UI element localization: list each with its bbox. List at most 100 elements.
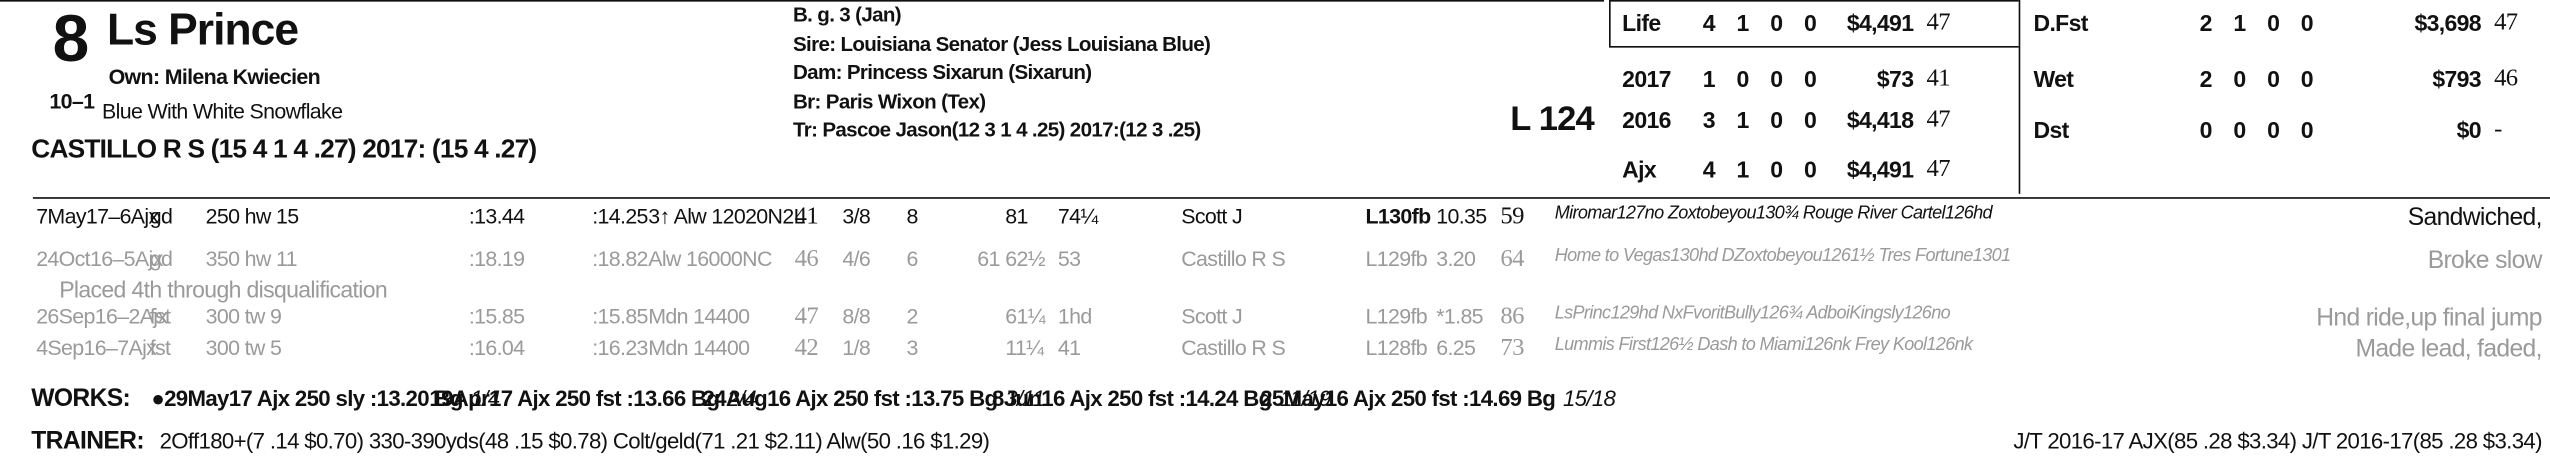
record-label: D.Fst [2033, 9, 2088, 37]
trainer-jockey-stats: J/T 2016-17 AJX(85 .28 $3.34) J/T 2016-1… [2013, 428, 2542, 454]
breeding-sex-age: B. g. 3 (Jan) [792, 3, 902, 27]
pp-call1: 61 [977, 246, 1000, 272]
trainer-stats: 2Off180+(7 .14 $0.70) 330-390yds(48 .15 … [159, 428, 990, 454]
record-earnings: $793 [2432, 65, 2481, 93]
pp-note: Placed 4th through disqualification [59, 276, 388, 303]
pp-top-finishers: Lummis First126½ Dash to Miami126nk Frey… [1554, 335, 1973, 355]
owner: Own: Milena Kwiecien [108, 64, 321, 89]
pp-top-finishers: Miromar127no Zoxtobeyou130¾ Rouge River … [1554, 203, 1993, 224]
pp-frac1: :16.04 [468, 335, 525, 360]
work-entry: 25May16 Ajx 250 fst :14.69 Bg [1260, 386, 1556, 411]
pp-frac1: :18.19 [468, 246, 525, 272]
work-rank: 1/4 [470, 386, 501, 411]
rule [0, 0, 1605, 2]
pp-odds: 3.20 [1436, 246, 1476, 272]
pp-call2: 81 [1005, 203, 1028, 229]
record-figure: 47 [1926, 9, 1951, 37]
work-entry: 8Jun16 Ajx 250 fst :14.24 Bg [992, 386, 1272, 411]
program-number: 8 [52, 3, 90, 76]
record-earnings: $4,418 [1846, 106, 1914, 134]
pp-med-weight: L128fb [1365, 335, 1428, 360]
pp-frac1: :15.85 [468, 303, 525, 329]
pp-figure: 73 [1500, 335, 1524, 362]
jockey: CASTILLO R S (15 4 1 4 .27) 2017: (15 4 … [31, 136, 537, 165]
record-earnings: $0 [2456, 116, 2482, 143]
pp-start: 6 [906, 246, 919, 272]
pp-med-weight: L129fb [1365, 246, 1428, 272]
pp-call2: 61¼ [1005, 303, 1045, 329]
pp-jockey: Castillo R S [1181, 335, 1286, 360]
record-count: 0 [1770, 106, 1783, 134]
work-entry: ●29May17 Ajx 250 sly :13.20 Bg [151, 386, 463, 411]
pp-distance: 300 tw 5 [205, 335, 282, 360]
pp-odds: *1.85 [1436, 303, 1483, 329]
odds: 10–1 [49, 88, 95, 114]
pp-speed: 42 [794, 335, 819, 362]
record-count: 0 [1736, 65, 1750, 93]
record-label: 2017 [1622, 65, 1671, 93]
breeding-dam: Dam: Princess Sixarun (Sixarun) [792, 60, 1092, 84]
silks: Blue With White Snowflake [102, 98, 343, 124]
work-rank: 2/4 [727, 386, 757, 411]
pp-track-condition: gd [149, 203, 173, 229]
record-count: 3 [1702, 106, 1716, 134]
weight: L 124 [1510, 100, 1594, 139]
record-label: Wet [2033, 65, 2074, 93]
pp-race: Mdn 14400 [648, 335, 750, 360]
pp-jockey: Scott J [1181, 203, 1243, 229]
works-label: WORKS: [31, 384, 131, 413]
rule [2018, 0, 2021, 194]
trainer-label: TRAINER: [31, 427, 144, 456]
record-figure: 41 [1926, 65, 1951, 93]
record-count: 0 [1770, 156, 1783, 183]
record-figure: 47 [2494, 9, 2518, 37]
pp-figure: 59 [1500, 203, 1524, 231]
record-count: 0 [2300, 116, 2314, 143]
record-count: 0 [1770, 65, 1783, 93]
pp-comment: Hnd ride,up final jump [2316, 303, 2542, 332]
pp-med-weight: L129fb [1365, 303, 1428, 329]
record-label: Ajx [1622, 156, 1657, 183]
breeding-sire: Sire: Louisiana Senator (Jess Louisiana … [792, 32, 1211, 56]
record-count: 0 [2233, 65, 2246, 93]
rule [1609, 0, 2019, 2]
pp-date: 24Oct16–5Ajx [36, 246, 163, 272]
work-rank: 11/19 [1279, 386, 1331, 411]
record-count: 1 [2233, 9, 2246, 37]
rule [1609, 46, 2019, 48]
work-rank: 15/18 [1562, 386, 1616, 411]
pp-finish: 53 [1057, 246, 1081, 272]
pp-frac1: :13.44 [468, 203, 525, 229]
pp-speed: 46 [794, 246, 819, 273]
record-count: 0 [2233, 116, 2246, 143]
pp-jockey: Castillo R S [1181, 246, 1286, 272]
record-count: 1 [1736, 156, 1750, 183]
pp-date: 4Sep16–7Ajx [36, 335, 157, 360]
pp-start: 2 [906, 303, 919, 329]
pp-distance: 350 hw 11 [205, 246, 298, 272]
record-earnings: $73 [1876, 65, 1914, 93]
pp-jockey: Scott J [1181, 303, 1243, 329]
horse-name: Ls Prince [106, 4, 299, 55]
pp-odds: 6.25 [1436, 335, 1476, 360]
pp-top-finishers: LsPrinc129hd NxFvoritBully126¾ AdboiKing… [1554, 303, 1951, 324]
pp-track-condition: gd [149, 246, 173, 272]
pp-race: Alw 16000NC [648, 246, 772, 272]
pp-post: 8/8 [842, 303, 871, 329]
pp-comment: Made lead, faded, [2355, 335, 2542, 364]
pp-date: 7May17–6Ajx [36, 203, 159, 229]
pp-med-weight: L130fb [1365, 203, 1432, 229]
pp-post: 4/6 [842, 246, 871, 272]
record-count: 0 [1803, 156, 1817, 183]
record-label: Life [1622, 9, 1661, 37]
pp-frac2: :16.23 [592, 335, 648, 360]
record-figure: 46 [2494, 65, 2518, 93]
pp-start: 3 [906, 335, 919, 360]
record-count: 0 [1803, 9, 1817, 37]
record-count: 4 [1702, 156, 1716, 183]
rule [32, 197, 2550, 199]
record-count: 0 [2300, 9, 2314, 37]
pp-distance: 300 tw 9 [205, 303, 282, 329]
pp-comment: Sandwiched, [2407, 203, 2543, 232]
